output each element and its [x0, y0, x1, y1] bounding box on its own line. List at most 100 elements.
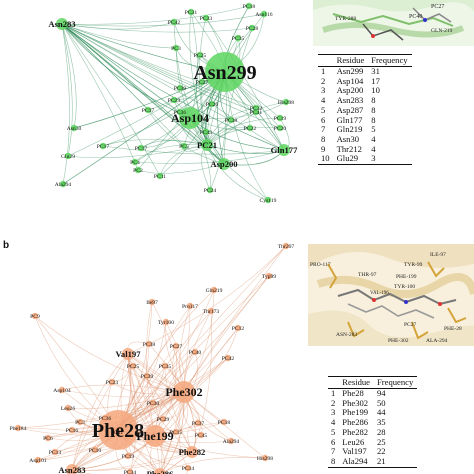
network-node	[161, 362, 169, 370]
network-node	[260, 10, 268, 18]
network-node-label: PC27	[196, 80, 209, 86]
network-node	[154, 468, 166, 474]
network-node	[187, 8, 195, 16]
table-cell-frequency: 17	[371, 75, 380, 86]
network-edge	[17, 427, 193, 453]
network-node	[31, 312, 39, 320]
network-node	[34, 456, 42, 464]
network-edge	[205, 17, 285, 151]
network-node-label: Phe199	[136, 429, 173, 443]
network-node-label: Ala294	[55, 182, 72, 188]
network-node-label: PC25	[194, 53, 207, 59]
table-cell-frequency: 25	[376, 436, 386, 447]
table-header-residue: Residue	[339, 376, 374, 389]
network-node-label: Gln219	[206, 288, 223, 294]
network-edge	[61, 389, 185, 398]
network-node-label: Asp200	[210, 159, 237, 169]
network-edge	[61, 23, 177, 49]
network-node-label: Ala294	[223, 439, 240, 445]
network-node-label: Cys119	[260, 198, 277, 204]
molecular-view-a: PC27 PC40 TYR-288 GLN-219	[313, 0, 474, 46]
table-row: 3 Asp200 10	[318, 86, 412, 96]
network-node-label: Phe286	[147, 469, 174, 474]
network-edge	[117, 289, 215, 431]
mol-b-label-10: PHE-28	[444, 326, 462, 332]
network-node-label: PC15	[170, 430, 183, 436]
mol-b-label-9: ALA-294	[426, 338, 448, 344]
network-edge	[159, 144, 208, 177]
network-node-label: Leu26	[61, 406, 75, 412]
network-node-label: Asn283	[58, 465, 85, 474]
network-node	[129, 362, 137, 370]
table-cell-residue: Phe286	[342, 417, 369, 428]
network-node	[248, 24, 256, 32]
table-cell-frequency: 3	[368, 153, 412, 166]
panel-a: Asn283 PC31 PC42 PC33 PC28 Asn116 PC18 PC35 PC3 P…	[0, 0, 474, 236]
table-row: 8 Ala294 21	[328, 456, 418, 468]
network-node	[210, 286, 218, 294]
network-node-label: PC41	[111, 430, 124, 436]
network-node-label: PC37	[142, 108, 155, 114]
network-edge	[61, 5, 250, 25]
network-edge	[62, 71, 226, 185]
network-edge	[61, 23, 73, 157]
table-cell-residue: Phe199	[342, 407, 369, 418]
table-header-frequency: Frequency	[368, 54, 412, 67]
network-node-label: Glu29	[61, 154, 75, 160]
network-edge	[189, 101, 287, 119]
network-edge	[71, 353, 129, 471]
network-edge	[61, 23, 269, 201]
frequency-table-a: Residue Frequency 1 Asn299 31 2 Asp104 17 3 Asp…	[318, 54, 412, 166]
network-node-label: PC36	[174, 110, 187, 116]
network-edge	[71, 275, 270, 471]
network-node	[148, 298, 156, 306]
network-edge	[71, 357, 229, 471]
mol-a-label-2: TYR-288	[335, 16, 356, 22]
network-node	[179, 107, 201, 129]
network-node	[145, 340, 153, 348]
network-node	[261, 454, 269, 462]
network-node-label: PC10	[89, 448, 102, 454]
network-node	[156, 172, 164, 180]
network-node	[108, 378, 116, 386]
network-node-label: PC38	[143, 342, 156, 348]
network-node-label: PC18	[218, 420, 231, 426]
table-cell-index: 7	[321, 124, 326, 135]
network-node-label: His298	[257, 456, 273, 462]
network-node-label: PC23	[168, 98, 181, 104]
network-node	[224, 354, 232, 362]
table-cell-frequency: 4	[371, 143, 376, 154]
table-cell-residue: Asn30	[336, 133, 360, 144]
network-node	[113, 428, 121, 436]
table-cell-frequency: 4	[371, 133, 376, 144]
network-node-label: Thr173	[203, 309, 220, 315]
table-cell-index: 5	[321, 104, 326, 115]
network-node-label: Gln177	[271, 145, 298, 155]
table-row: 6 Leu26 25	[328, 436, 417, 448]
network-node	[208, 100, 216, 108]
network-node	[227, 116, 235, 124]
network-node-label: PC2	[133, 168, 143, 174]
network-node-label: Asn283	[48, 19, 75, 29]
table-cell-index: 4	[331, 417, 336, 428]
network-edge	[137, 163, 225, 174]
network-node	[252, 108, 260, 116]
table-row: 1 Phe28 94	[328, 388, 417, 399]
network-node	[122, 348, 134, 360]
network-node-label: PC39	[141, 374, 154, 380]
network-node-label: PC37	[192, 421, 205, 427]
table-cell-index: 2	[321, 75, 326, 86]
network-node	[58, 386, 66, 394]
network-node	[227, 437, 235, 445]
network-node-label: Phe302	[165, 385, 202, 399]
table-cell-frequency: 8	[371, 104, 376, 115]
network-edge	[61, 23, 203, 83]
network-node-label: PC22	[244, 126, 257, 132]
network-node	[206, 186, 214, 194]
network-node-label: PC42	[168, 20, 181, 26]
network-edge	[127, 353, 161, 474]
network-edge	[61, 384, 185, 393]
network-node	[70, 124, 78, 132]
table-cell-index: 3	[321, 85, 326, 96]
network-edge	[71, 451, 193, 471]
